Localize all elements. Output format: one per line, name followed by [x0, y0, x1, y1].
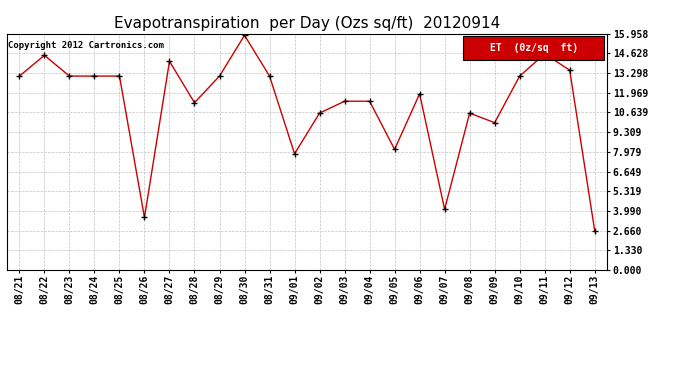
Text: Copyright 2012 Cartronics.com: Copyright 2012 Cartronics.com — [8, 41, 164, 50]
FancyBboxPatch shape — [463, 36, 604, 60]
Title: Evapotranspiration  per Day (Ozs sq/ft)  20120914: Evapotranspiration per Day (Ozs sq/ft) 2… — [114, 16, 500, 31]
Text: ET  (0z/sq  ft): ET (0z/sq ft) — [490, 43, 578, 53]
